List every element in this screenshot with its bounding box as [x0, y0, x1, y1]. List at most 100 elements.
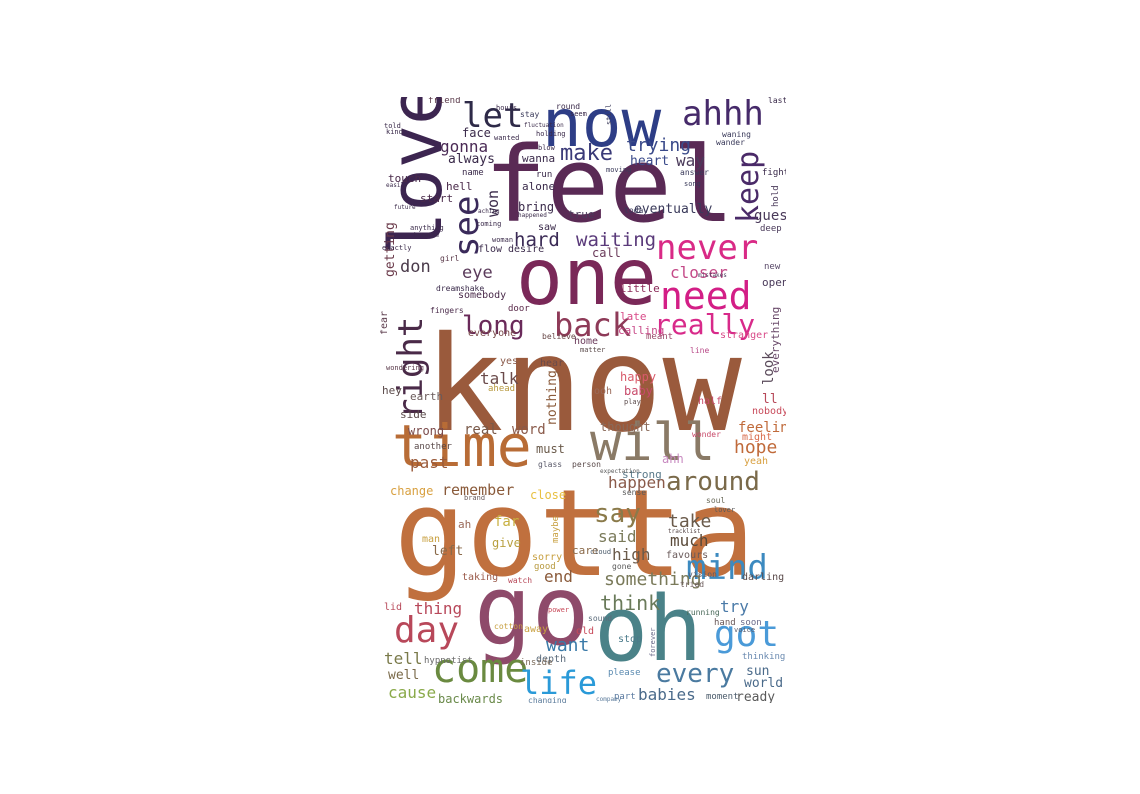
word-guess: guess: [754, 208, 786, 224]
word-glass: glass: [538, 460, 563, 469]
word-aching: aching: [478, 208, 500, 215]
word-round: round: [556, 102, 581, 111]
word-mind: mind: [686, 548, 768, 588]
word-flow: flow: [478, 244, 503, 255]
word-ll: ll: [762, 392, 778, 407]
word-take: take: [668, 511, 712, 532]
word-half: half: [698, 396, 723, 407]
word-eventually: eventually: [634, 202, 713, 217]
word-cause: cause: [388, 683, 437, 702]
word-got: got: [714, 614, 780, 655]
word-always: always: [448, 152, 495, 167]
word-heart: heart: [630, 154, 670, 169]
word-forever: forever: [649, 627, 657, 657]
word-breathe: breathe: [414, 232, 440, 239]
word-power: power: [548, 606, 570, 614]
word-cloud: know gotta feel love now one go oh time …: [380, 97, 786, 703]
word-friend: friend: [428, 97, 461, 106]
word-person: person: [572, 460, 601, 469]
word-taking: taking: [462, 572, 499, 583]
word-let: let: [462, 97, 524, 136]
word-feel: feel: [484, 124, 735, 246]
word-coming: coming: [476, 220, 502, 228]
word-watch: watch: [508, 576, 533, 585]
word-close: close: [530, 488, 567, 502]
word-say: say: [594, 499, 641, 529]
word-dreamshake: dreamshake: [436, 284, 485, 293]
word-stop: stop: [618, 634, 643, 645]
word-day: day: [394, 610, 460, 651]
word-life: life: [520, 664, 598, 702]
word-don: don: [400, 257, 431, 277]
word-eye: eye: [462, 263, 493, 283]
word-touch: touch: [388, 172, 422, 185]
word-happen: happen: [608, 473, 666, 492]
word-answer: answer: [680, 168, 709, 177]
word-bring: bring: [518, 200, 555, 214]
word-ahead: ahead: [488, 384, 516, 394]
word-every: every: [656, 659, 735, 689]
word-long: long: [462, 311, 525, 341]
word-song: song: [684, 180, 701, 188]
word-wander: wander: [716, 138, 745, 147]
word-fear: fear: [380, 310, 390, 335]
word-past: past: [410, 453, 449, 472]
word-might: might: [742, 432, 773, 443]
word-hope: hope: [734, 437, 778, 458]
word-wondering: wondering: [386, 364, 424, 372]
word-end: end: [544, 567, 573, 586]
word-strong: strong: [622, 468, 662, 481]
word-care: care: [572, 544, 599, 557]
word-hours: hours: [496, 104, 518, 112]
word-want: want: [546, 635, 590, 656]
word-darling: darling: [742, 572, 785, 583]
word-another: another: [414, 442, 452, 452]
word-must: must: [536, 442, 565, 456]
word-wanted: wanted: [494, 134, 520, 142]
word-happened: happened: [518, 212, 547, 219]
word-wrong: wrong: [408, 424, 445, 438]
word-make: make: [560, 141, 613, 166]
word-please: please: [608, 668, 641, 678]
word-time: time: [392, 412, 532, 480]
word-desire: desire: [508, 244, 545, 255]
word-waiting: waiting: [576, 229, 657, 251]
word-old: old: [576, 626, 595, 637]
word-left: left: [432, 544, 464, 559]
word-back: back: [554, 306, 632, 344]
word-said: said: [598, 527, 637, 546]
word-tell: tell: [384, 649, 423, 668]
word-nothing: nothing: [545, 370, 560, 425]
word-new: new: [764, 262, 781, 272]
word-gotta: gotta: [394, 465, 756, 604]
word-name: name: [462, 168, 484, 178]
word-ooh: ooh: [594, 386, 613, 397]
word-stay: stay: [520, 110, 540, 119]
word-alone: alone: [522, 180, 556, 193]
word-part: part: [614, 692, 636, 702]
word-world: world: [744, 676, 784, 691]
word-side: side: [400, 408, 427, 421]
word-sense: sense: [622, 488, 647, 497]
word-nobody: nobody: [752, 406, 786, 417]
word-girl: girl: [440, 254, 460, 263]
word-feeling: feeling: [738, 420, 786, 436]
word-mistakes: mistakes: [698, 272, 727, 279]
word-ah: ah: [458, 518, 472, 531]
word-thing: thing: [414, 599, 463, 618]
word-kind: kind: [386, 128, 403, 136]
word-high: high: [612, 545, 651, 564]
word-real: real: [464, 422, 498, 438]
word-wonder: wonder: [692, 430, 721, 439]
word-cotton: cotton: [494, 622, 523, 631]
word-well: well: [388, 668, 420, 683]
word-thought: thought: [600, 420, 651, 434]
word-hear: hear: [540, 358, 565, 369]
word-away: away: [524, 624, 549, 635]
word-think: think: [600, 591, 661, 615]
word-far: far: [494, 514, 520, 530]
word-come: come: [432, 646, 529, 692]
word-changing: changing: [528, 696, 567, 704]
word-one: one: [516, 233, 657, 323]
word-home: home: [574, 336, 599, 347]
